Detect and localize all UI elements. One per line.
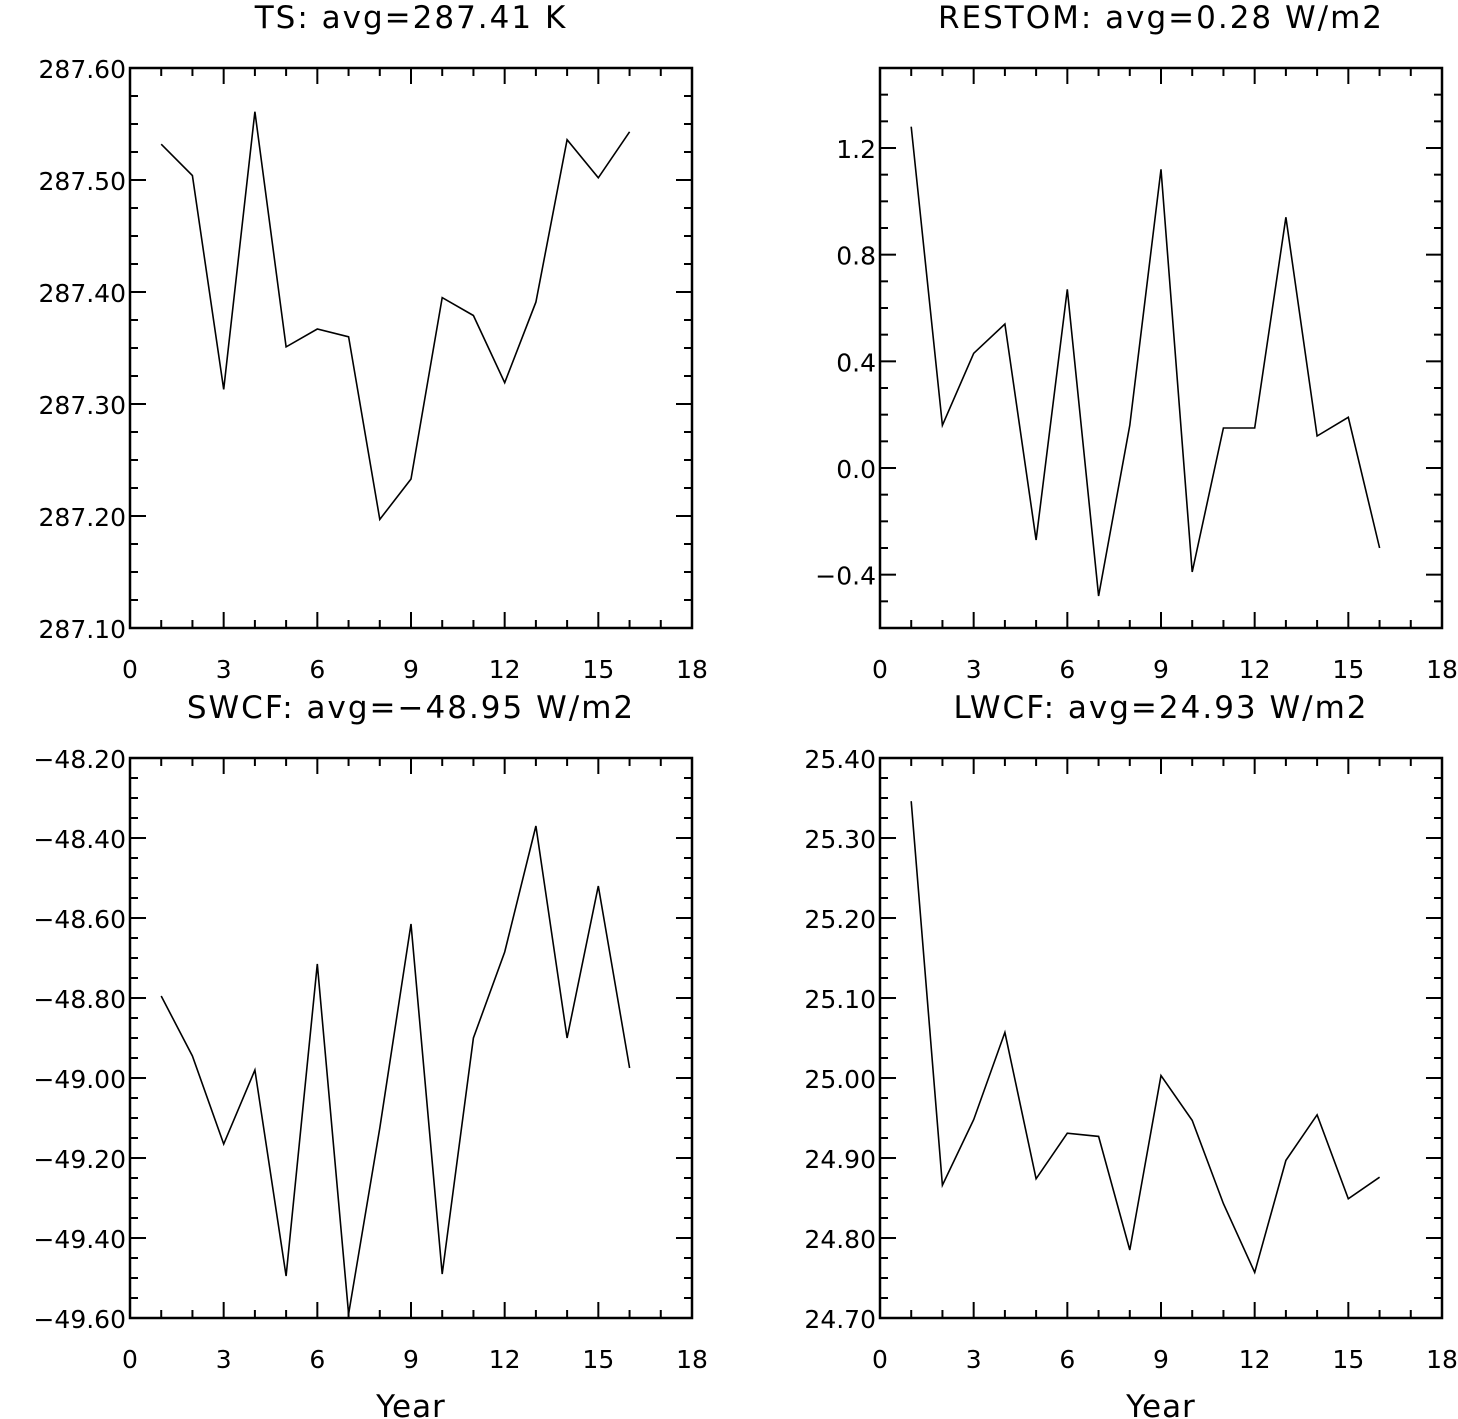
y-tick-label: −48.60 [33, 905, 126, 934]
y-tick-label: 0.4 [836, 348, 876, 377]
series-line [910, 801, 1381, 1275]
x-tick-label: 12 [1239, 655, 1271, 684]
x-tick-label: 3 [966, 655, 982, 684]
x-tick-label: 15 [582, 655, 614, 684]
y-tick-label: 24.80 [804, 1225, 876, 1254]
y-tick-label: 287.10 [39, 615, 126, 644]
x-tick-label: 6 [309, 655, 325, 684]
y-tick-label: 287.20 [39, 503, 126, 532]
chart-title: TS: avg=287.41 K [254, 0, 568, 36]
plot-frame [878, 66, 1444, 630]
x-tick-label: 12 [489, 1345, 521, 1374]
x-tick-label: 18 [1426, 655, 1458, 684]
y-tick-label: −48.20 [33, 745, 126, 774]
x-tick-label: 0 [122, 1345, 138, 1374]
y-tick-label: 287.60 [39, 55, 126, 84]
y-tick-label: 25.00 [804, 1065, 876, 1094]
y-tick-label: 25.10 [804, 985, 876, 1014]
x-tick-label: 3 [216, 1345, 232, 1374]
series-line [910, 126, 1381, 597]
y-tick-label: −49.00 [33, 1065, 126, 1094]
x-tick-label: 9 [1153, 655, 1169, 684]
x-axis-label: Year [375, 1389, 446, 1419]
y-tick-label: 287.40 [39, 279, 126, 308]
chart-title: SWCF: avg=−48.95 W/m2 [187, 690, 635, 726]
series-line [160, 111, 631, 522]
x-tick-label: 3 [216, 655, 232, 684]
y-tick-label: 24.70 [804, 1305, 876, 1334]
y-tick-label: 0.8 [836, 242, 876, 271]
plot-frame [878, 756, 1444, 1320]
series-line [160, 825, 631, 1315]
y-tick-label: −0.4 [815, 562, 876, 591]
x-tick-label: 0 [122, 655, 138, 684]
x-tick-label: 12 [1239, 1345, 1271, 1374]
y-tick-label: 287.50 [39, 167, 126, 196]
x-tick-label: 6 [1059, 655, 1075, 684]
y-tick-label: −49.60 [33, 1305, 126, 1334]
y-tick-label: 25.40 [804, 745, 876, 774]
y-tick-label: −49.20 [33, 1145, 126, 1174]
x-axis-label: Year [1125, 1389, 1196, 1419]
panel-2: RESTOM: avg=0.28 W/m2 0 3 6 9 12 15 18 −0.4 0.0 0.… [815, 0, 1458, 684]
y-tick-label: 24.90 [804, 1145, 876, 1174]
x-tick-label: 6 [309, 1345, 325, 1374]
y-tick-label: 1.2 [836, 135, 876, 164]
chart-title: LWCF: avg=24.93 W/m2 [953, 690, 1368, 726]
x-tick-label: 15 [1332, 655, 1364, 684]
x-tick-label: 18 [676, 655, 708, 684]
panel-3: SWCF: avg=−48.95 W/m2 0 3 6 9 12 15 18 −49.60 −49… [33, 690, 707, 1419]
panel-4: LWCF: avg=24.93 W/m2 0 3 6 9 12 15 18 24.70 24.80… [804, 690, 1457, 1419]
y-tick-label: 25.20 [804, 905, 876, 934]
y-tick-label: −48.40 [33, 825, 126, 854]
y-tick-label: 287.30 [39, 391, 126, 420]
plot-frame [128, 66, 694, 630]
x-tick-label: 15 [582, 1345, 614, 1374]
x-tick-label: 12 [489, 655, 521, 684]
x-tick-label: 18 [676, 1345, 708, 1374]
panel-1: TS: avg=287.41 K 0 3 6 9 12 15 18 287.10 287.20 28… [39, 0, 708, 684]
x-tick-label: 0 [872, 655, 888, 684]
x-tick-label: 9 [403, 1345, 419, 1374]
chart-title: RESTOM: avg=0.28 W/m2 [938, 0, 1384, 36]
y-tick-label: 25.30 [804, 825, 876, 854]
x-tick-label: 6 [1059, 1345, 1075, 1374]
x-tick-label: 15 [1332, 1345, 1364, 1374]
plot-frame [128, 756, 694, 1320]
y-tick-label: 0.0 [836, 455, 876, 484]
x-tick-label: 0 [872, 1345, 888, 1374]
x-tick-label: 9 [403, 655, 419, 684]
y-tick-label: −49.40 [33, 1225, 126, 1254]
y-tick-label: −48.80 [33, 985, 126, 1014]
x-tick-label: 9 [1153, 1345, 1169, 1374]
x-tick-label: 18 [1426, 1345, 1458, 1374]
x-tick-label: 3 [966, 1345, 982, 1374]
